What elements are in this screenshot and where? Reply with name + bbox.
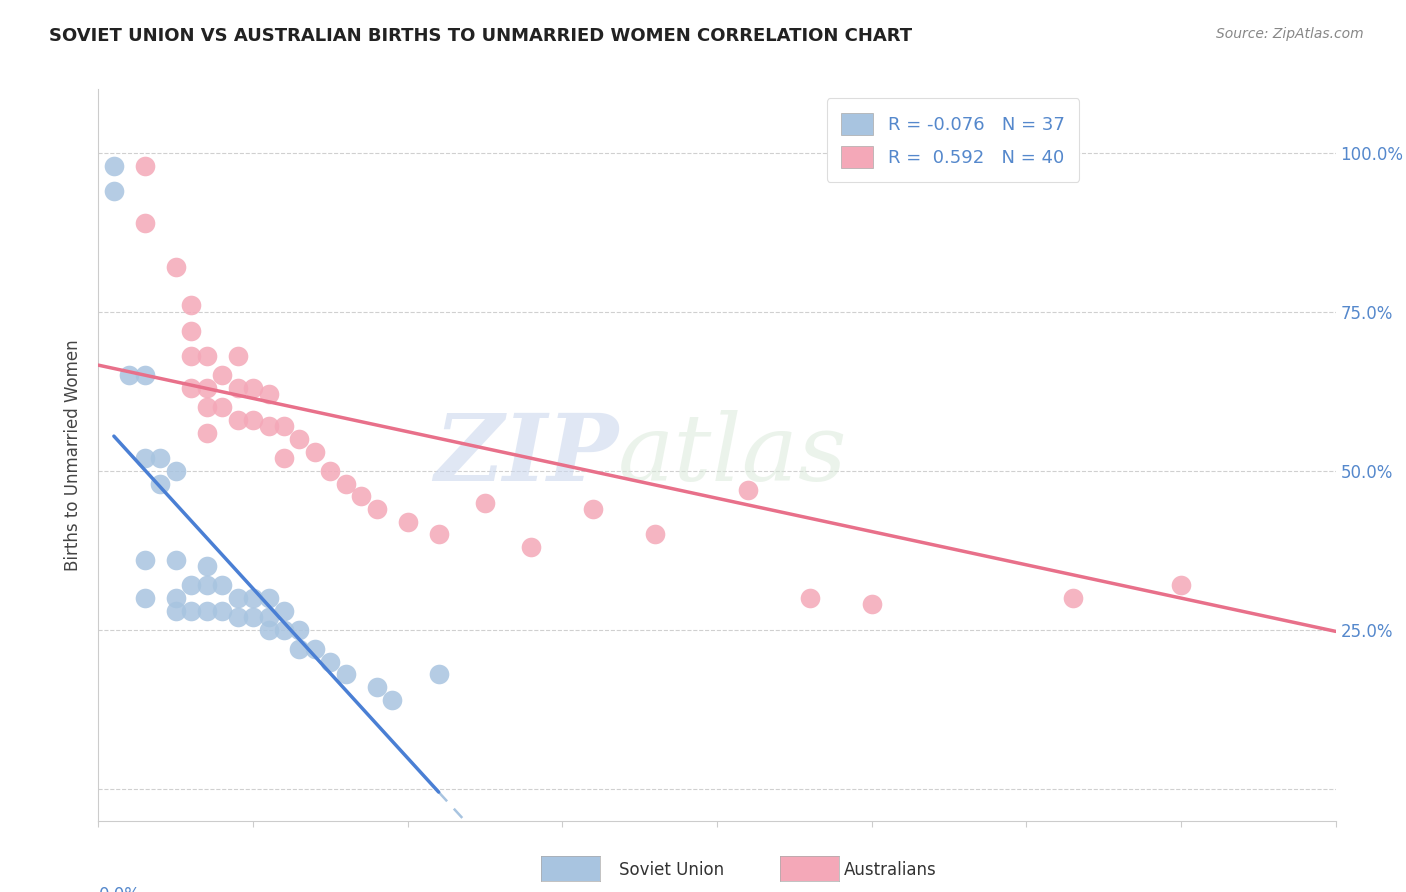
Point	[396, 515, 419, 529]
Point	[195, 578, 218, 592]
Point	[226, 610, 249, 624]
Text: 0.0%: 0.0%	[98, 887, 141, 892]
Text: Soviet Union: Soviet Union	[619, 861, 724, 879]
Text: atlas: atlas	[619, 410, 848, 500]
Point	[195, 559, 218, 574]
Point	[149, 476, 172, 491]
Point	[273, 451, 295, 466]
Point	[644, 527, 666, 541]
Point	[242, 610, 264, 624]
Point	[134, 553, 156, 567]
Point	[211, 368, 233, 383]
Point	[165, 260, 187, 275]
Point	[257, 387, 280, 401]
Point	[273, 419, 295, 434]
Point	[273, 623, 295, 637]
Point	[180, 324, 202, 338]
Point	[195, 425, 218, 440]
Point	[165, 591, 187, 605]
Point	[134, 216, 156, 230]
Point	[195, 349, 218, 363]
Point	[226, 591, 249, 605]
Point	[427, 667, 450, 681]
Point	[288, 623, 311, 637]
Point	[226, 381, 249, 395]
Text: Source: ZipAtlas.com: Source: ZipAtlas.com	[1216, 27, 1364, 41]
Point	[257, 419, 280, 434]
Point	[118, 368, 141, 383]
Text: SOVIET UNION VS AUSTRALIAN BIRTHS TO UNMARRIED WOMEN CORRELATION CHART: SOVIET UNION VS AUSTRALIAN BIRTHS TO UNM…	[49, 27, 912, 45]
Point	[134, 368, 156, 383]
Point	[134, 451, 156, 466]
Text: ZIP: ZIP	[434, 410, 619, 500]
Point	[520, 540, 543, 554]
Point	[226, 413, 249, 427]
Point	[737, 483, 759, 497]
Point	[226, 349, 249, 363]
Point	[288, 432, 311, 446]
Point	[165, 604, 187, 618]
Point	[304, 641, 326, 656]
Point	[180, 381, 202, 395]
Point	[180, 578, 202, 592]
Point	[474, 495, 496, 509]
Point	[257, 591, 280, 605]
Point	[242, 381, 264, 395]
Point	[242, 413, 264, 427]
Point	[180, 349, 202, 363]
Point	[211, 401, 233, 415]
Point	[1062, 591, 1084, 605]
Point	[211, 604, 233, 618]
Point	[211, 578, 233, 592]
Point	[242, 591, 264, 605]
Point	[165, 553, 187, 567]
Point	[319, 464, 342, 478]
Point	[149, 451, 172, 466]
Point	[319, 655, 342, 669]
Point	[366, 502, 388, 516]
Point	[860, 598, 883, 612]
Point	[180, 604, 202, 618]
Y-axis label: Births to Unmarried Women: Births to Unmarried Women	[65, 339, 83, 571]
Point	[969, 159, 991, 173]
Point	[304, 444, 326, 458]
Point	[134, 591, 156, 605]
Point	[335, 667, 357, 681]
Point	[799, 591, 821, 605]
Point	[427, 527, 450, 541]
Point	[366, 680, 388, 694]
Point	[381, 693, 404, 707]
Point	[582, 502, 605, 516]
Point	[350, 489, 373, 503]
Point	[180, 298, 202, 312]
Point	[273, 604, 295, 618]
Point	[195, 381, 218, 395]
Point	[1170, 578, 1192, 592]
Point	[288, 641, 311, 656]
Point	[257, 623, 280, 637]
Text: Australians: Australians	[844, 861, 936, 879]
Point	[134, 159, 156, 173]
Legend: R = -0.076   N = 37, R =  0.592   N = 40: R = -0.076 N = 37, R = 0.592 N = 40	[827, 98, 1080, 182]
Point	[165, 464, 187, 478]
Point	[335, 476, 357, 491]
Point	[195, 401, 218, 415]
Point	[195, 604, 218, 618]
Point	[103, 184, 125, 198]
Point	[103, 159, 125, 173]
Point	[257, 610, 280, 624]
